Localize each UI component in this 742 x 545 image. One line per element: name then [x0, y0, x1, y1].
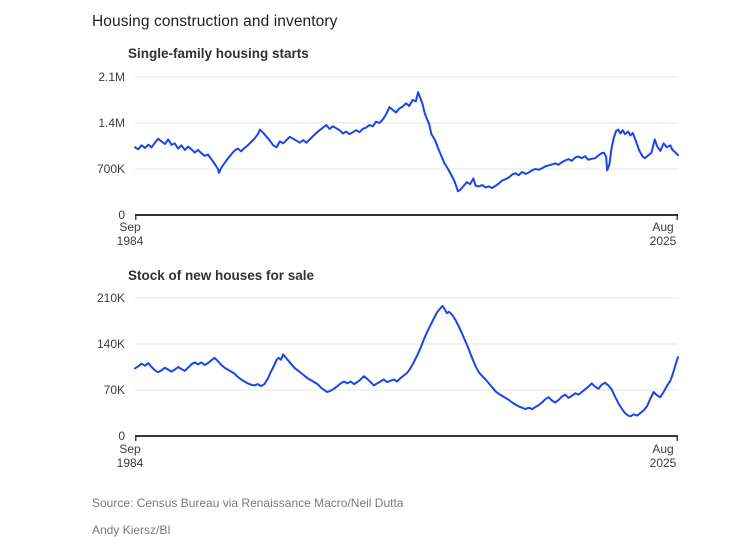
y-tick-label: 70K: [103, 383, 125, 397]
x-axis-start-label: Sep 1984: [116, 220, 144, 248]
y-tick-label: 140K: [96, 337, 125, 351]
chart-subtitle-houses-for-sale: Stock of new houses for sale: [128, 268, 315, 283]
new-houses-stock-plot: [134, 297, 679, 441]
x-axis-end-label: Aug 2025: [649, 442, 677, 470]
x-axis-end-label: Aug 2025: [649, 220, 677, 248]
x-axis-start-label: Sep 1984: [116, 442, 144, 470]
y-tick-label: 2.1M: [98, 70, 125, 84]
y-tick-label: 1.4M: [98, 116, 125, 130]
source-line: Source: Census Bureau via Renaissance Ma…: [92, 496, 404, 510]
data-line: [134, 91, 679, 193]
y-tick-label: 210K: [96, 291, 125, 305]
y-axis-labels-houses-for-sale: 210K 140K 70K 0: [42, 291, 125, 444]
page-title: Housing construction and inventory: [92, 13, 338, 30]
chart-subtitle-housing-starts: Single-family housing starts: [128, 46, 309, 61]
y-tick-label: 0: [118, 429, 125, 443]
credit-line: Andy Kiersz/BI: [92, 523, 171, 537]
y-axis-labels-housing-starts: 2.1M 1.4M 700K 0: [42, 70, 125, 223]
data-line: [134, 304, 679, 418]
housing-starts-plot: [134, 76, 679, 220]
y-tick-label: 700K: [96, 162, 125, 176]
y-tick-label: 0: [118, 208, 125, 222]
